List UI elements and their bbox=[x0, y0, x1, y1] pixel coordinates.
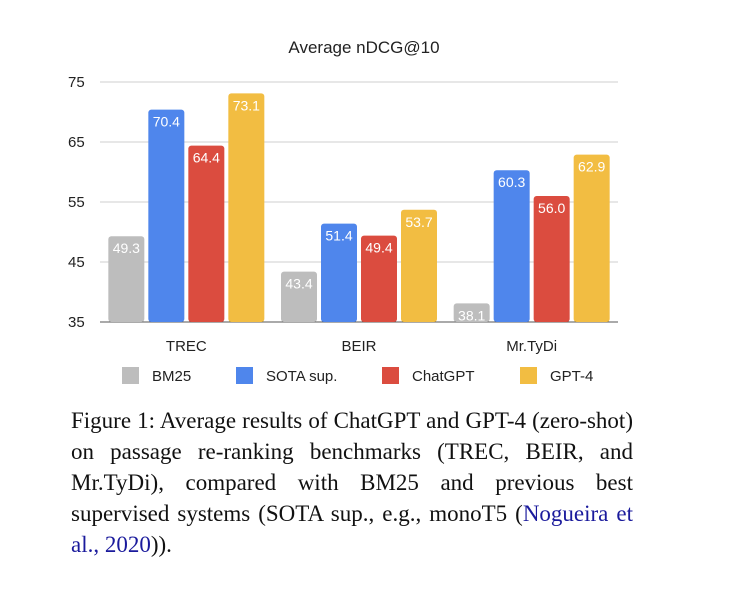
legend-label: GPT-4 bbox=[550, 368, 593, 385]
caption-text: Figure 1: Average results of ChatGPT and… bbox=[71, 408, 633, 526]
x-category-label: Mr.TyDi bbox=[506, 338, 557, 355]
data-label: 51.4 bbox=[325, 228, 352, 244]
x-category-label: TREC bbox=[166, 338, 207, 355]
y-axis-ticks: 35 45 55 65 75 bbox=[68, 74, 85, 331]
legend-swatch bbox=[122, 367, 139, 384]
bar-chart: Average nDCG@10 35 45 55 65 75 49.3 70.4 64.4 7… bbox=[68, 38, 618, 385]
data-label: 64.4 bbox=[193, 150, 220, 166]
y-tick-label: 65 bbox=[68, 134, 85, 151]
y-tick-label: 45 bbox=[68, 254, 85, 271]
data-label: 70.4 bbox=[153, 114, 180, 130]
caption-end: )). bbox=[150, 532, 172, 557]
bar-mrtydi-bm25 bbox=[453, 303, 490, 322]
bar-mrtydi-sotasup bbox=[493, 170, 530, 322]
legend-swatch bbox=[236, 367, 253, 384]
data-label: 60.3 bbox=[498, 174, 525, 190]
y-tick-label: 35 bbox=[68, 314, 85, 331]
bar-mrtydi-gpt4 bbox=[573, 154, 610, 322]
data-label: 43.4 bbox=[285, 276, 312, 292]
legend-label: ChatGPT bbox=[412, 368, 475, 385]
gridlines bbox=[100, 81, 618, 323]
bar-beir-gpt4 bbox=[401, 209, 437, 322]
bar-beir-sotasup bbox=[321, 223, 357, 322]
legend: BM25 SOTA sup. ChatGPT GPT-4 bbox=[122, 367, 593, 385]
data-label: 73.1 bbox=[233, 97, 260, 113]
legend-label: SOTA sup. bbox=[266, 368, 337, 385]
bar-trec-sotasup bbox=[148, 109, 185, 322]
chart-title: Average nDCG@10 bbox=[288, 38, 439, 57]
data-label: 53.7 bbox=[405, 214, 432, 230]
x-category-label: BEIR bbox=[341, 338, 376, 355]
data-label: 49.4 bbox=[365, 240, 392, 256]
bar-trec-gpt4 bbox=[228, 93, 265, 323]
x-axis-labels: TREC BEIR Mr.TyDi bbox=[166, 338, 557, 355]
bar-mrtydi-chatgpt bbox=[533, 196, 570, 322]
data-label: 62.9 bbox=[578, 159, 605, 175]
y-tick-label: 75 bbox=[68, 74, 85, 91]
y-tick-label: 55 bbox=[68, 194, 85, 211]
data-label: 56.0 bbox=[538, 200, 565, 216]
legend-swatch bbox=[382, 367, 399, 384]
legend-swatch bbox=[520, 367, 537, 384]
bar-beir-bm25 bbox=[281, 271, 317, 322]
legend-label: BM25 bbox=[152, 368, 191, 385]
bars: 49.3 70.4 64.4 73.1 43.4 51.4 49.4 53.7 38.1 60.3… bbox=[108, 93, 610, 323]
bar-beir-chatgpt bbox=[361, 235, 397, 322]
figure-caption: Figure 1: Average results of ChatGPT and… bbox=[71, 405, 633, 560]
citation-link[interactable]: Nogueira et al., 2020 bbox=[71, 501, 633, 557]
bar-trec-chatgpt bbox=[188, 145, 225, 322]
bar-trec-bm25 bbox=[108, 236, 145, 322]
data-label: 49.3 bbox=[113, 240, 140, 256]
data-label: 38.1 bbox=[458, 307, 485, 323]
